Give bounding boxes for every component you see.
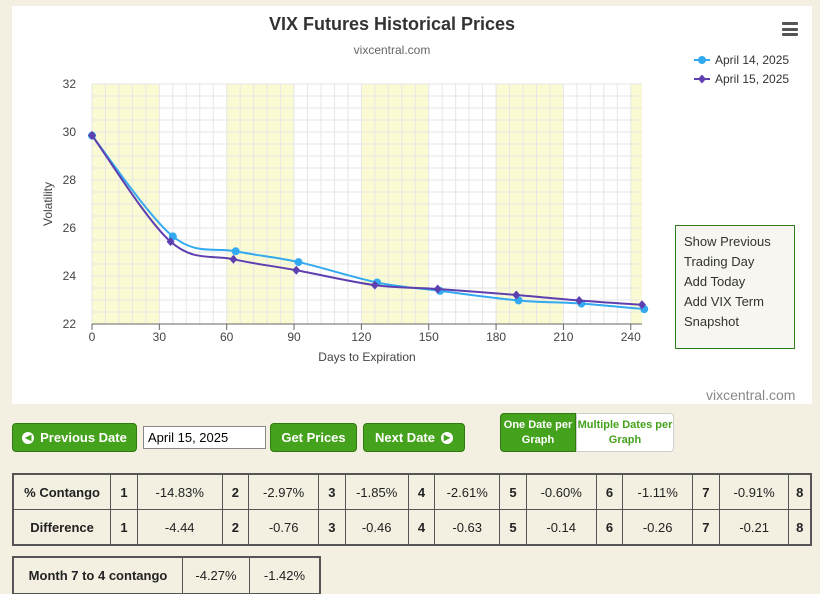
legend-marker [698,74,706,84]
next-date-button[interactable]: Next Date ▶ [363,423,465,452]
menu-item-add-vix-term[interactable]: Add VIX Term Snapshot [684,294,764,329]
y-axis-label: Volatility [41,182,55,226]
month-number-cell: 1 [110,473,138,510]
value-cell: -0.21 [718,509,790,546]
chevron-right-icon: ▶ [440,431,453,444]
menu-item-show-previous[interactable]: Show Previous Trading Day [684,234,771,269]
value-cell: -14.83% [136,473,223,510]
y-tick-label: 28 [63,173,77,187]
legend-label: April 15, 2025 [715,72,789,86]
previous-date-label: Previous Date [40,430,127,445]
data-point [231,247,240,256]
month-number-cell: 3 [318,473,346,510]
value-cell: -0.63 [434,509,501,546]
value-cell: -0.91% [718,473,790,510]
month-number-cell: 5 [499,509,527,546]
legend-label: April 14, 2025 [715,53,789,67]
x-tick-label: 120 [351,330,371,344]
data-point [229,254,238,264]
get-prices-button[interactable]: Get Prices [270,423,357,452]
table-row: Difference 1 -4.44 2 -0.76 3 -0.46 4 -0.63 5 -0.14… [12,509,812,546]
credit-text: vixcentral.com [706,387,796,403]
x-tick-label: 60 [220,330,234,344]
contango-table: % Contango 1 -14.83% 2 -2.97% 3 -1.85% 4 -2.61% 5… [12,473,812,546]
month-number-cell: 3 [318,509,346,546]
month-contango-value: -1.42% [249,556,321,594]
data-point [88,130,96,140]
month-number-cell: 2 [221,509,250,546]
month-contango-label: Month 7 to 4 contango [12,556,183,594]
value-cell: -1.85% [344,473,409,510]
previous-date-button[interactable]: ◀ Previous Date [12,423,137,452]
value-cell: -4.44 [136,509,223,546]
month-number-cell: 7 [692,473,720,510]
month-number-cell: 5 [499,473,527,510]
data-point [294,258,303,267]
chart-panel: 0 30 60 90 120 150 180 210 240 22 24 26 28 30 32 VIX Fu… [12,6,812,404]
row-label: Difference [12,509,112,546]
month-number-cell: 6 [595,473,624,510]
x-tick-label: 90 [287,330,301,344]
multiple-dates-per-graph-toggle[interactable]: Multiple Dates per Graph [576,413,674,452]
x-tick-label: 180 [486,330,506,344]
y-tick-label: 22 [63,317,77,331]
month-number-cell: 2 [221,473,250,510]
month-number-cell: 1 [110,509,138,546]
date-input[interactable] [143,426,266,449]
data-point [512,290,521,300]
y-tick-label: 32 [63,77,77,91]
chart-subtitle: vixcentral.com [354,43,431,57]
data-point [433,284,442,294]
y-tick-label: 30 [63,125,77,139]
chart-svg: 0 30 60 90 120 150 180 210 240 22 24 26 28 30 32 VIX Fu… [41,14,789,364]
x-tick-label: 0 [89,330,96,344]
value-cell: -2.97% [248,473,319,510]
month-number-cell: 4 [407,509,436,546]
menu-icon[interactable] [782,22,798,36]
menu-item-add-today[interactable]: Add Today [684,274,746,289]
x-tick-label: 30 [153,330,167,344]
legend-marker [698,56,706,64]
table-row: % Contango 1 -14.83% 2 -2.97% 3 -1.85% 4 -2.61% 5… [12,473,812,510]
row-label: % Contango [12,473,112,510]
chart-context-menu: Show Previous Trading Day Add Today Add … [675,225,795,349]
month-number-cell: 8 [788,509,812,546]
x-tick-label: 210 [553,330,573,344]
value-cell: -0.14 [525,509,597,546]
month-contango-table: Month 7 to 4 contango -4.27% -1.42% [12,556,321,594]
month-number-cell: 8 [788,473,812,510]
x-tick-label: 240 [621,330,641,344]
value-cell: -0.46 [344,509,409,546]
value-cell: -0.76 [248,509,319,546]
chevron-left-icon: ◀ [22,431,35,444]
one-date-per-graph-toggle[interactable]: One Date per Graph [500,413,576,452]
chart-title: VIX Futures Historical Prices [269,14,515,34]
x-axis-label: Days to Expiration [318,350,415,364]
month-number-cell: 7 [692,509,720,546]
month-number-cell: 4 [407,473,436,510]
value-cell: -1.11% [622,473,694,510]
x-tick-label: 150 [419,330,439,344]
value-cell: -0.60% [525,473,597,510]
y-tick-label: 26 [63,221,77,235]
month-contango-value: -4.27% [182,556,250,594]
value-cell: -2.61% [434,473,501,510]
month-number-cell: 6 [595,509,624,546]
value-cell: -0.26 [622,509,694,546]
next-date-label: Next Date [375,430,435,445]
data-point [575,295,584,305]
y-tick-label: 24 [63,269,77,283]
data-point [292,265,301,275]
data-point [370,280,379,290]
data-point [166,237,175,247]
data-point [638,300,646,310]
